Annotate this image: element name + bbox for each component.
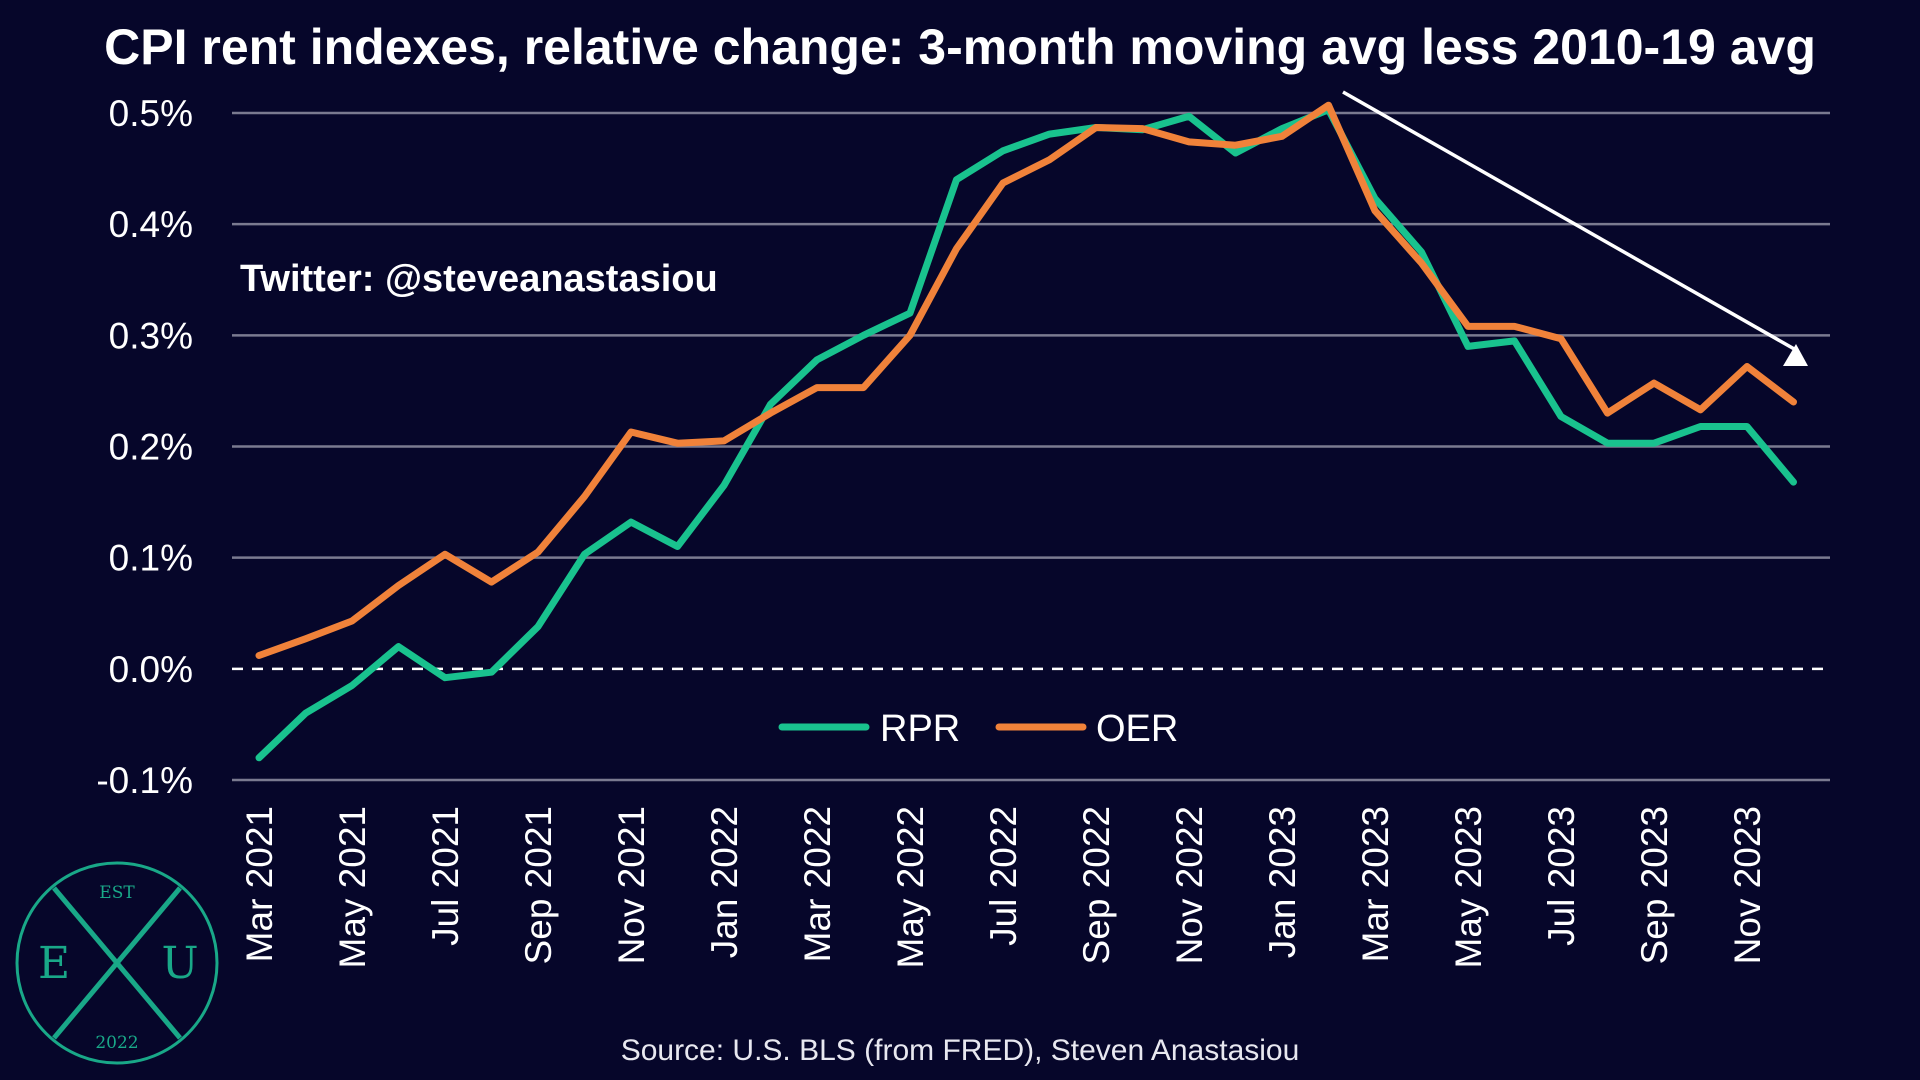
gridlines (232, 111, 1830, 782)
logo-text-bottom: 2022 (95, 1033, 138, 1053)
chart-title: CPI rent indexes, relative change: 3-mon… (104, 19, 1816, 75)
y-tick-label: 0.3% (109, 315, 193, 356)
x-tick-label: Nov 2023 (1727, 806, 1768, 964)
series-lines (255, 101, 1797, 762)
y-tick-label: 0.0% (109, 649, 193, 690)
legend-label-rpr: RPR (880, 708, 960, 750)
x-tick-label: Jul 2021 (425, 806, 466, 946)
x-tick-label: Mar 2023 (1355, 806, 1396, 962)
source-note: Source: U.S. BLS (from FRED), Steven Ana… (620, 1034, 1300, 1067)
x-tick-label: Nov 2021 (611, 806, 652, 964)
logo-text-left: E (38, 938, 70, 989)
x-tick-label: Jan 2023 (1262, 806, 1303, 958)
y-tick-label: 0.1% (109, 538, 193, 579)
x-tick-label: Sep 2021 (518, 806, 559, 964)
x-tick-label: Mar 2021 (239, 806, 280, 962)
x-tick-label: May 2021 (332, 806, 373, 969)
trend-arrow-line (1342, 90, 1797, 352)
x-tick-label: May 2022 (890, 806, 931, 969)
legend: RPR OER (778, 708, 1178, 750)
logo-ring (15, 861, 219, 1065)
y-tick-label: 0.5% (109, 93, 193, 134)
x-tick-label: Nov 2022 (1169, 806, 1210, 964)
logo-stroke-2 (52, 886, 182, 1040)
x-axis-tick-labels: Mar 2021 May 2021 Jul 2021 Sep 2021 Nov 2021… (239, 806, 1768, 969)
y-tick-label: 0.2% (109, 427, 193, 468)
y-axis-tick-labels: -0.1% 0.0% 0.1% 0.2% 0.3% 0.4% 0.5% (96, 93, 193, 801)
trend-arrow (1342, 90, 1808, 366)
x-tick-label: Jul 2023 (1541, 806, 1582, 946)
brand-logo-icon: EST E X U 2022 (15, 861, 219, 1065)
logo-text-right: U (161, 938, 198, 989)
series-line-rpr (255, 106, 1797, 762)
x-tick-label: May 2023 (1448, 806, 1489, 969)
y-tick-label: 0.4% (109, 204, 193, 245)
twitter-handle: Twitter: @steveanastasiou (240, 258, 718, 300)
y-tick-label: -0.1% (96, 760, 193, 801)
x-tick-label: Sep 2022 (1076, 806, 1117, 964)
x-tick-label: Jan 2022 (704, 806, 745, 958)
x-tick-label: Jul 2022 (983, 806, 1024, 946)
legend-label-oer: OER (1096, 708, 1178, 750)
logo-text-top: EST (99, 883, 135, 903)
x-tick-label: Mar 2022 (797, 806, 838, 962)
x-tick-label: Sep 2023 (1634, 806, 1675, 964)
trend-arrow-head (1783, 344, 1808, 366)
series-line-oer (255, 101, 1797, 659)
